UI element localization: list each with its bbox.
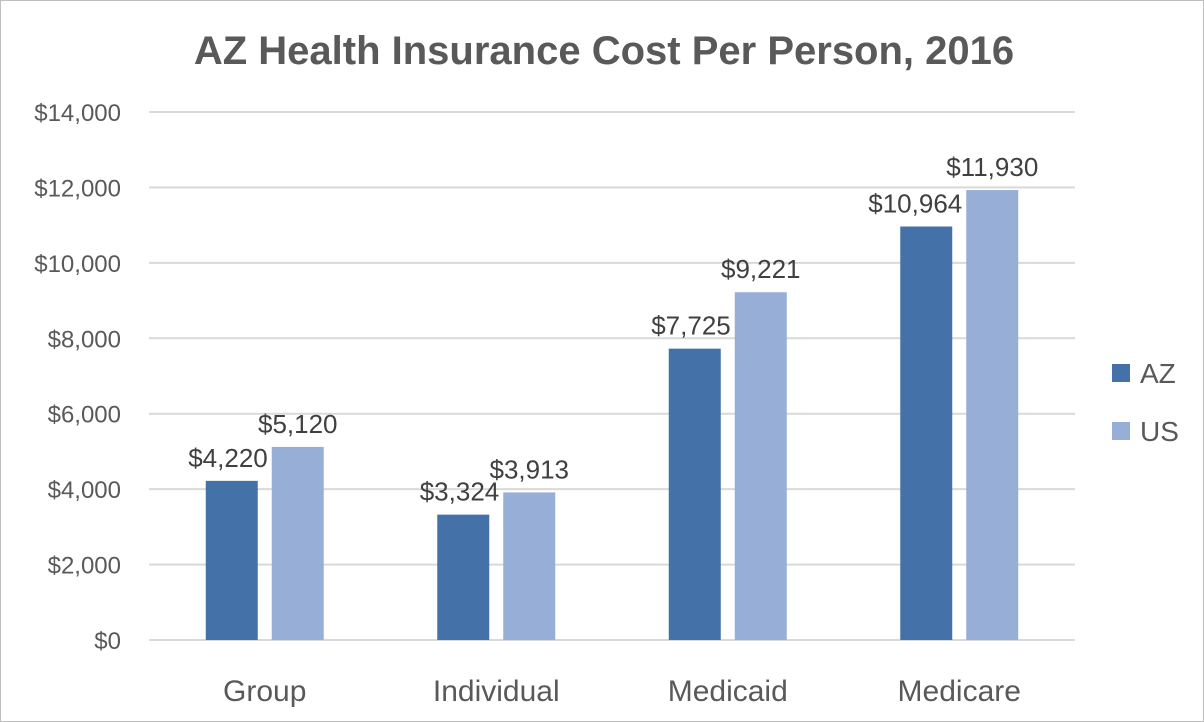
legend-swatch-az xyxy=(1112,364,1130,382)
bar-az-group xyxy=(205,480,258,640)
legend-label-us: US xyxy=(1140,416,1179,447)
y-tick-label: $10,000 xyxy=(34,251,121,278)
data-label: $5,120 xyxy=(258,409,338,439)
legend-label-az: AZ xyxy=(1140,358,1176,389)
x-tick-label: Medicare xyxy=(898,675,1021,708)
x-tick-label: Individual xyxy=(433,675,560,708)
data-label: $3,913 xyxy=(489,454,569,484)
bar-us-individual xyxy=(503,492,556,640)
y-tick-label: $4,000 xyxy=(48,477,121,504)
legend-swatch-us xyxy=(1112,422,1130,440)
y-tick-label: $14,000 xyxy=(34,100,121,127)
y-tick-label: $6,000 xyxy=(48,402,121,429)
x-tick-label: Group xyxy=(223,675,306,708)
y-tick-label: $0 xyxy=(94,628,121,655)
data-label: $3,324 xyxy=(420,477,500,507)
data-labels: $4,220 $5,120 $3,324$3,913 $7,725 $9,221 $10,… xyxy=(188,152,1038,507)
bar-us-group xyxy=(271,446,324,640)
x-tick-label: Medicaid xyxy=(668,675,788,708)
bar-us-medicare xyxy=(966,190,1019,640)
y-tick-label: $8,000 xyxy=(48,326,121,353)
data-label: $10,964 xyxy=(868,189,962,219)
data-label: $7,725 xyxy=(651,311,731,341)
data-label: $11,930 xyxy=(946,152,1038,182)
data-label: $4,220 xyxy=(188,443,268,473)
bar-az-medicare xyxy=(900,226,953,641)
legend: AZ US xyxy=(1112,358,1179,447)
bar-az-medicaid xyxy=(668,348,721,640)
y-axis-ticks: $0 $2,000 $4,000 $6,000 $8,000 $10,000 $12,000… xyxy=(34,100,121,655)
chart-title: AZ Health Insurance Cost Per Person, 201… xyxy=(194,29,1014,73)
bar-az-individual xyxy=(437,514,490,640)
y-tick-label: $2,000 xyxy=(48,553,121,580)
bars xyxy=(205,190,1019,641)
bar-us-medicaid xyxy=(734,292,787,640)
data-label: $9,221 xyxy=(721,254,801,284)
y-tick-label: $12,000 xyxy=(34,175,121,202)
x-axis-ticks: Group Individual Medicaid Medicare xyxy=(223,675,1021,708)
